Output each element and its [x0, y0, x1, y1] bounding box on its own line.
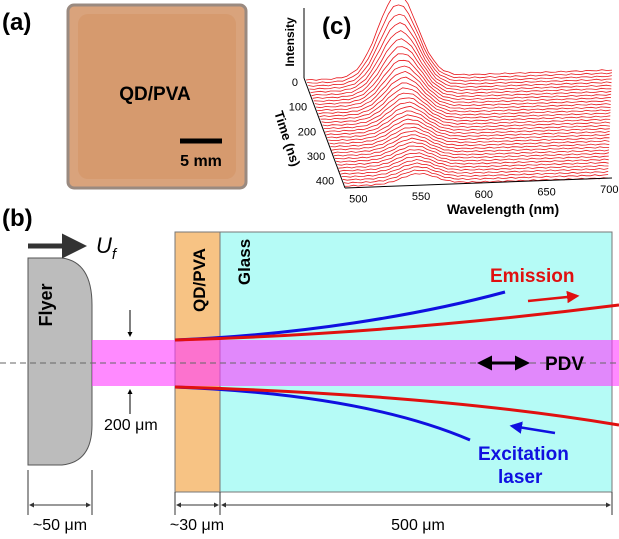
excitation-label: laser	[498, 467, 543, 488]
dimension-label: ~30 μm	[170, 517, 224, 534]
layer-label: QD/PVA	[190, 248, 209, 312]
axis-title: Intensity	[283, 17, 297, 67]
panel-label: (b)	[2, 205, 33, 232]
wavelength-tick-label: 600	[475, 189, 493, 201]
glass-label: Glass	[235, 239, 254, 285]
spectrum-trace	[306, 0, 612, 80]
wavelength-tick-label: 650	[537, 186, 555, 198]
time-tick-label: 100	[289, 102, 307, 114]
velocity-label: Uf	[96, 233, 118, 263]
figure: (a) QD/PVA 5 mm (c) Intensity Time (ns) …	[0, 0, 619, 539]
axis-title: Wavelength (nm)	[447, 201, 559, 217]
waterfall-plot	[306, 0, 612, 189]
spectrum-trace	[307, 5, 612, 83]
scale-label: 5 mm	[180, 153, 222, 170]
axis-title: Time (ns)	[271, 109, 303, 168]
time-tick-label: 200	[298, 126, 316, 138]
sample-label: QD/PVA	[119, 84, 191, 105]
wavelength-tick-label: 500	[349, 194, 367, 206]
emission-label: Emission	[490, 266, 574, 287]
pdv-label: PDV	[545, 354, 584, 375]
excitation-label: Excitation	[478, 444, 569, 465]
dimension-label: ~50 μm	[33, 517, 87, 534]
time-tick-label: 300	[307, 151, 325, 163]
time-tick-label: 400	[316, 176, 334, 188]
panel-label: (c)	[322, 13, 351, 40]
wavelength-tick-label: 700	[600, 184, 618, 196]
flyer-label: Flyer	[36, 283, 56, 326]
dimension-label: 500 μm	[391, 517, 445, 534]
time-tick-label: 0	[292, 77, 298, 89]
panel-label: (a)	[2, 9, 31, 36]
width-label: 200 μm	[104, 417, 158, 434]
spectrum-trace	[306, 0, 612, 83]
wavelength-tick-label: 550	[412, 191, 430, 203]
